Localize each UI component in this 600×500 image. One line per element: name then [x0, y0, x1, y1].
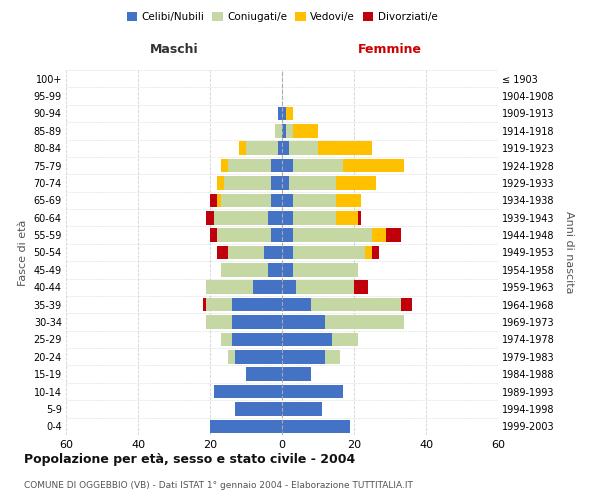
Bar — [203, 298, 206, 312]
Bar — [246, 142, 278, 155]
Bar — [282, 211, 293, 224]
Bar — [268, 263, 282, 276]
Bar — [293, 263, 358, 276]
Bar — [282, 106, 286, 120]
Bar — [293, 124, 318, 138]
Bar — [282, 176, 289, 190]
Bar — [275, 124, 282, 138]
Bar — [282, 420, 350, 433]
Bar — [206, 211, 214, 224]
Bar — [336, 176, 376, 190]
Bar — [354, 280, 368, 294]
Text: Popolazione per età, sesso e stato civile - 2004: Popolazione per età, sesso e stato civil… — [24, 452, 355, 466]
Bar — [282, 385, 343, 398]
Legend: Celibi/Nubili, Coniugati/e, Vedovi/e, Divorziati/e: Celibi/Nubili, Coniugati/e, Vedovi/e, Di… — [122, 8, 442, 26]
Bar — [293, 228, 372, 242]
Bar — [228, 159, 271, 172]
Bar — [268, 211, 282, 224]
Text: Femmine: Femmine — [358, 43, 422, 56]
Bar — [282, 159, 293, 172]
Bar — [228, 246, 264, 260]
Bar — [311, 298, 401, 312]
Bar — [214, 211, 268, 224]
Bar — [282, 263, 293, 276]
Bar — [365, 246, 372, 260]
Bar — [214, 385, 282, 398]
Bar — [336, 194, 361, 207]
Bar — [282, 124, 286, 138]
Bar — [264, 246, 282, 260]
Bar — [206, 280, 253, 294]
Bar — [282, 142, 289, 155]
Bar — [232, 332, 282, 346]
Bar — [235, 350, 282, 364]
Bar — [235, 402, 282, 415]
Bar — [282, 228, 293, 242]
Bar — [289, 142, 318, 155]
Bar — [282, 315, 325, 329]
Bar — [206, 315, 232, 329]
Y-axis label: Anni di nascita: Anni di nascita — [565, 211, 574, 294]
Bar — [232, 298, 282, 312]
Bar — [372, 246, 379, 260]
Text: COMUNE DI OGGEBBIO (VB) - Dati ISTAT 1° gennaio 2004 - Elaborazione TUTTITALIA.I: COMUNE DI OGGEBBIO (VB) - Dati ISTAT 1° … — [24, 480, 413, 490]
Bar — [293, 194, 336, 207]
Bar — [372, 228, 386, 242]
Bar — [278, 106, 282, 120]
Bar — [282, 298, 311, 312]
Bar — [289, 176, 336, 190]
Bar — [401, 298, 412, 312]
Bar — [286, 106, 293, 120]
Bar — [271, 159, 282, 172]
Bar — [282, 280, 296, 294]
Bar — [210, 420, 282, 433]
Bar — [246, 368, 282, 381]
Bar — [206, 298, 232, 312]
Bar — [210, 228, 217, 242]
Text: Maschi: Maschi — [149, 43, 199, 56]
Bar — [296, 280, 354, 294]
Bar — [271, 194, 282, 207]
Bar — [221, 159, 228, 172]
Bar — [282, 350, 325, 364]
Bar — [253, 280, 282, 294]
Bar — [325, 350, 340, 364]
Bar — [386, 228, 401, 242]
Bar — [318, 142, 372, 155]
Bar — [221, 263, 268, 276]
Bar — [217, 228, 271, 242]
Bar — [325, 315, 404, 329]
Bar — [217, 246, 228, 260]
Bar — [343, 159, 404, 172]
Bar — [217, 176, 224, 190]
Bar — [217, 194, 221, 207]
Bar — [221, 332, 232, 346]
Bar — [282, 194, 293, 207]
Bar — [278, 142, 282, 155]
Bar — [293, 159, 343, 172]
Bar — [336, 211, 358, 224]
Bar — [228, 350, 235, 364]
Y-axis label: Fasce di età: Fasce di età — [18, 220, 28, 286]
Bar — [282, 402, 322, 415]
Bar — [271, 176, 282, 190]
Bar — [293, 211, 336, 224]
Bar — [286, 124, 293, 138]
Bar — [232, 315, 282, 329]
Bar — [358, 211, 361, 224]
Bar — [239, 142, 246, 155]
Bar — [224, 176, 271, 190]
Bar — [282, 246, 293, 260]
Bar — [332, 332, 358, 346]
Bar — [210, 194, 217, 207]
Bar — [282, 332, 332, 346]
Bar — [271, 228, 282, 242]
Bar — [282, 368, 311, 381]
Bar — [293, 246, 365, 260]
Bar — [221, 194, 271, 207]
